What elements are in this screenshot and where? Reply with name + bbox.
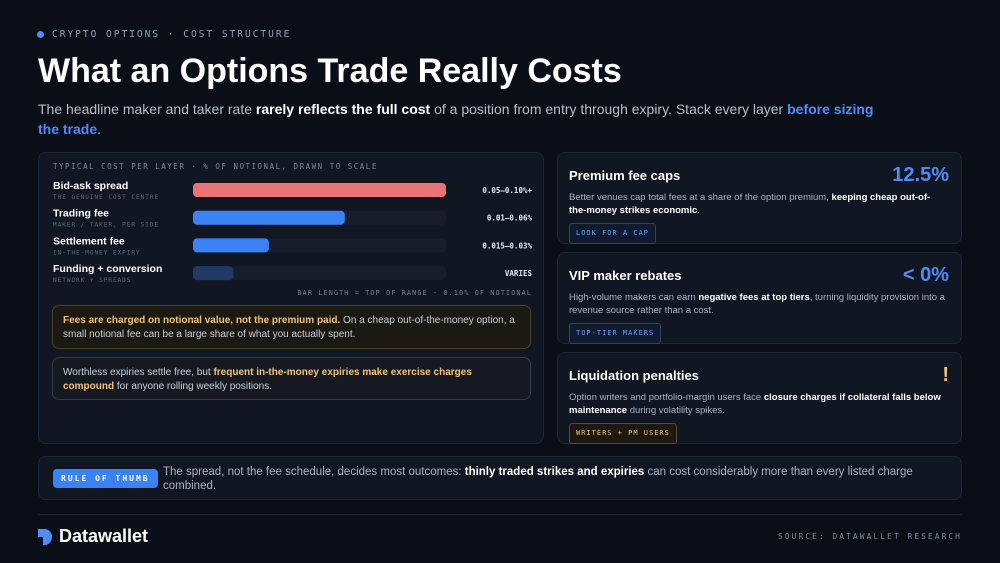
text-run: can cost considerably more than every li…: [163, 466, 913, 492]
range-label: 0.05–0.10%+: [482, 186, 532, 195]
category-label: Funding + conversion: [53, 263, 162, 275]
title: What an Options Trade Really Costs: [38, 52, 622, 90]
text-run: keeping cheap out-of-the-money strikes e…: [569, 192, 931, 216]
category-label: Bid-ask spread: [53, 180, 128, 192]
subtitle: The headline maker and taker rate rarely…: [38, 99, 898, 139]
category-label: Settlement fee: [53, 235, 125, 247]
text-run: Better venues cap total fees at a share …: [569, 192, 832, 203]
range-label: 0.015–0.03%: [482, 241, 532, 250]
chart-title: TYPICAL COST PER LAYER · % OF NOTIONAL, …: [53, 162, 378, 171]
range-label: VARIES: [505, 269, 533, 278]
category-sublabel: IN-THE-MONEY EXPIRY: [53, 249, 141, 256]
text-run: for anyone rolling weekly positions.: [114, 381, 272, 392]
text-run: closure charges if collateral falls belo…: [569, 392, 941, 416]
text-run: Worthless expiries settle free, but: [63, 367, 214, 378]
kicker: CRYPTO OPTIONS · COST STRUCTURE: [52, 29, 292, 40]
text-run: negative fees at top tiers: [698, 292, 810, 303]
category-sublabel: NETWORK + SPREADS: [53, 277, 131, 284]
card-tag: LOOK FOR A CAP: [569, 223, 657, 244]
bar: [193, 183, 446, 197]
text-run: .: [97, 121, 102, 137]
chart: TYPICAL COST PER LAYER · % OF NOTIONAL, …: [53, 162, 533, 297]
cost-panel: TYPICAL COST PER LAYER · % OF NOTIONAL, …: [38, 152, 544, 444]
source: SOURCE: DATAWALLET RESEARCH: [777, 532, 962, 541]
text-run: during volatility spikes.: [627, 405, 725, 416]
card-title: Premium fee caps: [569, 168, 681, 183]
bar: [193, 210, 345, 225]
text-run: rarely reflects the full cost: [255, 101, 431, 117]
card-body: Option writers and portfolio-margin user…: [569, 391, 947, 444]
dot: [37, 31, 44, 38]
card-body: Better venues cap total fees at a share …: [569, 191, 947, 244]
card-figure: < 0%: [902, 264, 949, 286]
card-tag: TOP-TIER MAKERS: [569, 323, 662, 344]
card-tag: WRITERS + PM USERS: [569, 423, 677, 444]
card-title: Liquidation penalties: [569, 368, 700, 383]
card: Liquidation penalties! Option writers and…: [557, 352, 962, 444]
text-run: of a position from entry through expiry.…: [430, 101, 788, 117]
card-title: VIP maker rebates: [569, 268, 682, 283]
category-sublabel: THE GENUINE COST CENTRE: [53, 194, 159, 201]
rule-panel: RULE OF THUMB The spread, not the fee sc…: [38, 456, 962, 500]
chart-note: BAR LENGTH = TOP OF RANGE · 0.10% OF NOT…: [297, 289, 532, 297]
card: VIP maker rebates < 0% High-volume makers …: [557, 252, 962, 344]
logo: [38, 529, 52, 545]
callout: Fees are charged on notional value, not …: [52, 305, 531, 349]
text-run: thinly traded strikes and expiries: [464, 466, 645, 478]
category-label: Trading fee: [53, 208, 109, 220]
callout: Worthless expiries settle free, but freq…: [52, 357, 531, 400]
bar: [193, 266, 234, 281]
bar-track: [193, 266, 446, 281]
rule-text: The spread, not the fee schedule, decide…: [163, 465, 933, 493]
category-sublabel: MAKER / TAKER, PER SIDE: [53, 222, 159, 229]
text-run: .: [697, 205, 700, 216]
text-run: Option writers and portfolio-margin user…: [569, 392, 764, 403]
brand: Datawallet: [59, 526, 149, 546]
range-label: 0.01–0.06%: [487, 214, 533, 223]
rule-tag: RULE OF THUMB: [53, 469, 158, 488]
text-run: before sizing the trade: [38, 101, 874, 137]
text-run: The headline maker and taker rate: [38, 101, 256, 117]
card-body: High-volume makers can earn negative fee…: [569, 291, 947, 344]
text-run: Fees are charged on notional value, not …: [63, 315, 341, 326]
bar: [193, 238, 269, 253]
text-run: The spread, not the fee schedule, decide…: [163, 466, 465, 478]
card-figure: !: [942, 364, 949, 386]
card-figure: 12.5%: [892, 164, 949, 186]
text-run: High-volume makers can earn: [569, 292, 699, 303]
text-run: On a cheap out-of-the-money option, a sm…: [63, 315, 515, 340]
card: Premium fee caps 12.5% Better venues cap t…: [557, 152, 962, 244]
text-run: frequent in-the-money expiries make exer…: [63, 367, 472, 392]
text-run: , turning liquidity provision into a rev…: [569, 292, 945, 316]
divider: [38, 514, 962, 515]
